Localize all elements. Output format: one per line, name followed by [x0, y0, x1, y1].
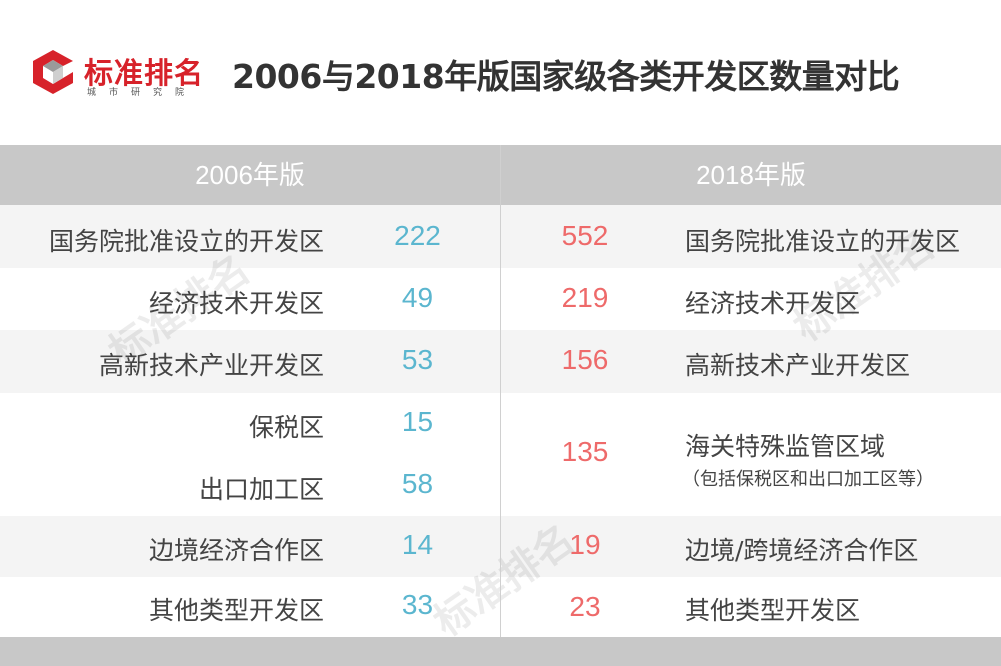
right-value: 19 [569, 529, 601, 560]
left-value: 49 [401, 282, 434, 313]
left-value: 33 [401, 589, 434, 620]
header: 标准排名 城市研究院 2006与2018年版国家级各类开发区数量对比 [0, 0, 1001, 145]
column-header-2018: 2018年版 [696, 160, 806, 190]
left-label: 边境经济合作区 [148, 536, 324, 565]
page-title: 2006与2018年版国家级各类开发区数量对比 [232, 57, 900, 96]
right-label: 其他类型开发区 [685, 596, 861, 625]
left-label: 其他类型开发区 [148, 596, 324, 625]
footer-band [0, 637, 1001, 666]
right-value: 219 [561, 282, 609, 313]
brand-name: 标准排名 [84, 56, 205, 90]
left-value: 14 [401, 529, 434, 560]
right-value: 135 [561, 436, 609, 467]
right-label-note: （包括保税区和出口加工区等） [682, 469, 934, 490]
left-value: 53 [401, 344, 434, 375]
left-value: 15 [401, 406, 434, 437]
right-label: 边境/跨境经济合作区 [685, 536, 919, 565]
left-value: 58 [401, 468, 434, 499]
left-label: 保税区 [248, 413, 324, 442]
logo-cube-icon [33, 50, 73, 94]
left-label: 出口加工区 [198, 475, 324, 504]
column-header-2006: 2006年版 [195, 160, 305, 190]
right-label: 经济技术开发区 [685, 289, 861, 318]
right-value: 156 [561, 344, 609, 375]
right-value: 23 [569, 591, 601, 622]
right-label: 国务院批准设立的开发区 [685, 227, 961, 256]
right-label: 海关特殊监管区域 [685, 432, 886, 461]
left-label: 经济技术开发区 [148, 289, 324, 318]
left-label: 国务院批准设立的开发区 [48, 227, 324, 256]
brand-logo: 标准排名 城市研究院 [30, 48, 220, 100]
right-value: 552 [561, 220, 609, 251]
left-value: 222 [394, 220, 441, 251]
left-label: 高新技术产业开发区 [98, 351, 324, 380]
column-divider [500, 145, 501, 637]
brand-subtitle: 城市研究院 [87, 88, 198, 98]
right-label: 高新技术产业开发区 [685, 351, 911, 380]
